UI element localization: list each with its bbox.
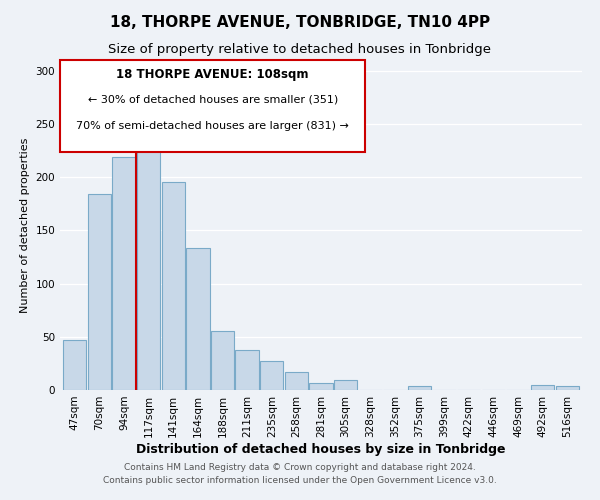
Bar [186, 248, 209, 390]
Bar [408, 386, 431, 390]
Bar [112, 157, 136, 390]
Text: 18, THORPE AVENUE, TONBRIDGE, TN10 4PP: 18, THORPE AVENUE, TONBRIDGE, TN10 4PP [110, 15, 490, 30]
Bar [88, 194, 111, 390]
Bar [235, 350, 259, 390]
Bar [161, 182, 185, 390]
Text: Size of property relative to detached houses in Tonbridge: Size of property relative to detached ho… [109, 42, 491, 56]
FancyBboxPatch shape [60, 60, 365, 152]
Y-axis label: Number of detached properties: Number of detached properties [20, 138, 30, 312]
Bar [211, 332, 234, 390]
Bar [556, 386, 579, 390]
Bar [137, 124, 160, 390]
Text: 18 THORPE AVENUE: 108sqm: 18 THORPE AVENUE: 108sqm [116, 68, 309, 81]
Bar [310, 382, 332, 390]
Bar [63, 340, 86, 390]
Bar [260, 362, 283, 390]
X-axis label: Distribution of detached houses by size in Tonbridge: Distribution of detached houses by size … [136, 442, 506, 456]
Bar [531, 384, 554, 390]
Bar [284, 372, 308, 390]
Text: 70% of semi-detached houses are larger (831) →: 70% of semi-detached houses are larger (… [76, 121, 349, 131]
Bar [334, 380, 358, 390]
Text: ← 30% of detached houses are smaller (351): ← 30% of detached houses are smaller (35… [88, 94, 338, 104]
Text: Contains HM Land Registry data © Crown copyright and database right 2024.
Contai: Contains HM Land Registry data © Crown c… [103, 463, 497, 485]
